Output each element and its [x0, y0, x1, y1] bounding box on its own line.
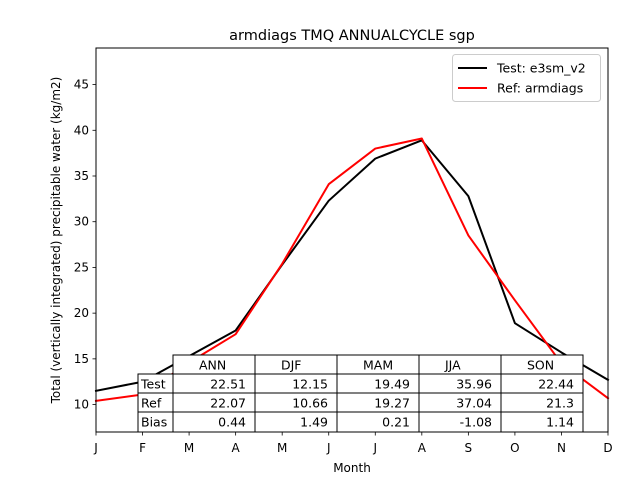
x-tick-label: A [232, 441, 241, 455]
y-tick-label: 45 [74, 78, 89, 92]
table-cell-value: 19.27 [374, 396, 410, 411]
legend-label-1: Ref: armdiags [497, 81, 583, 96]
table-cell-value: 19.49 [374, 377, 410, 392]
table-header-jja: JJA [444, 358, 461, 373]
table-cell-value: 1.49 [300, 415, 328, 430]
x-tick-label: A [418, 441, 427, 455]
table-cell-value: 1.14 [546, 415, 574, 430]
x-tick-label: J [93, 441, 98, 455]
table-row-label: Test [140, 377, 166, 392]
legend-box [452, 54, 601, 102]
table-row-label: Bias [141, 415, 167, 430]
table-header-ann: ANN [199, 358, 226, 373]
x-axis-label: Month [333, 461, 371, 475]
x-tick-label: M [184, 441, 194, 455]
legend: Test: e3sm_v2 Ref: armdiags [452, 54, 601, 102]
table-cell-value: 22.44 [538, 377, 574, 392]
y-tick-label: 25 [74, 260, 89, 274]
legend-label-0: Test: e3sm_v2 [496, 61, 586, 76]
table-header-son: SON [527, 358, 554, 373]
y-axis: 10 15 20 25 30 35 40 45 [74, 78, 96, 412]
stats-table: ANN DJF MAM JJA SON Test 22.51 12.15 19.49 35.96 2… [137, 354, 584, 433]
table-row-label: Ref [141, 396, 162, 411]
y-tick-label: 10 [74, 398, 89, 412]
y-tick-label: 35 [74, 169, 89, 183]
table-cell-value: 35.96 [456, 377, 492, 392]
table-cell-value: 0.44 [218, 415, 246, 430]
y-tick-label: 30 [74, 215, 89, 229]
y-tick-label: 20 [74, 306, 89, 320]
x-tick-label: S [465, 441, 473, 455]
y-tick-label: 40 [74, 123, 89, 137]
table-cell-value: 37.04 [456, 396, 492, 411]
x-tick-label: F [139, 441, 146, 455]
x-tick-label: O [510, 441, 519, 455]
table-header-mam: MAM [363, 358, 393, 373]
table-cell-value: 0.21 [382, 415, 410, 430]
table-header-djf: DJF [281, 358, 302, 373]
x-tick-label: J [326, 441, 331, 455]
x-tick-label: J [372, 441, 377, 455]
table-cell-value: 22.07 [210, 396, 246, 411]
x-tick-label: D [603, 441, 612, 455]
x-tick-label: N [557, 441, 566, 455]
chart-title: armdiags TMQ ANNUALCYCLE sgp [229, 28, 475, 44]
table-cell [500, 411, 584, 433]
table-cell-value: -1.08 [460, 415, 492, 430]
x-tick-label: M [277, 441, 287, 455]
table-cell-value: 21.3 [546, 396, 574, 411]
table-cell-value: 22.51 [210, 377, 246, 392]
table-cell-value: 10.66 [292, 396, 328, 411]
y-tick-label: 15 [74, 352, 89, 366]
y-axis-label: Total (vertically integrated) precipitab… [49, 77, 63, 405]
table-cell-value: 12.15 [292, 377, 328, 392]
